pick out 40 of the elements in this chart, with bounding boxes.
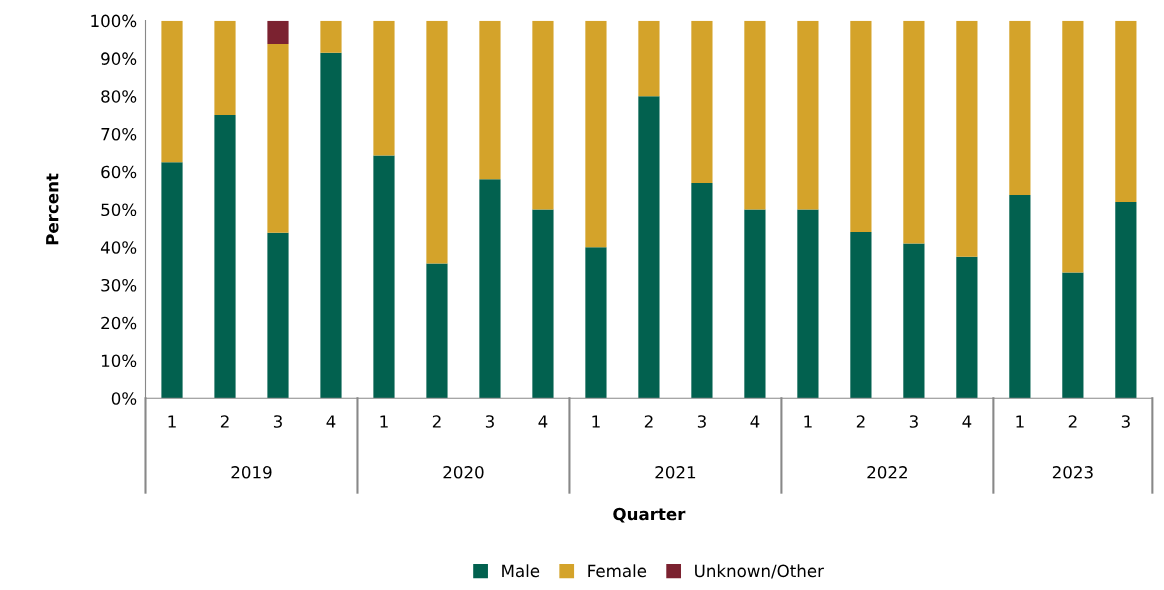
y-tick-label: 100%	[91, 14, 137, 28]
x-tick-label: 4	[538, 415, 548, 428]
x-tick-label: 4	[750, 415, 760, 428]
x-tick-label: 3	[1121, 415, 1130, 428]
legend-label: Male	[502, 564, 540, 578]
x-tick-label: 4	[326, 415, 336, 428]
legend-label: Female	[588, 564, 647, 578]
y-axis-title: Percent	[46, 173, 59, 245]
x-tick-label: 4	[962, 415, 972, 428]
text: 2020	[443, 466, 484, 479]
y-tick-label: 0%	[111, 392, 137, 405]
y-tick-label: 20%	[101, 316, 137, 330]
x-axis-title: Quarter	[613, 507, 686, 523]
x-tick-label: 3	[273, 415, 282, 428]
x-tick-label: 1	[804, 415, 812, 428]
y-tick-label: 70%	[101, 127, 137, 141]
text: 2022	[867, 466, 907, 479]
y-tick-label: 40%	[100, 241, 137, 254]
y-tick-label: 50%	[101, 203, 137, 217]
y-tick-label: 80%	[101, 90, 137, 103]
x-tick-label: 3	[909, 415, 918, 428]
x-tick-label: 2	[856, 415, 865, 428]
x-tick-label: 1	[168, 415, 176, 428]
x-tick-label: 2	[432, 415, 441, 428]
x-tick-label: 3	[697, 415, 706, 428]
x-tick-label: 1	[1016, 415, 1024, 428]
x-tick-label: 1	[592, 415, 600, 428]
y-tick-label: 60%	[101, 165, 137, 179]
y-tick-label: 90%	[101, 52, 137, 65]
x-tick-label: 2	[644, 415, 653, 428]
x-tick-label: 3	[485, 415, 494, 428]
text: 2021	[655, 466, 696, 479]
y-tick-label: 30%	[101, 278, 137, 292]
y-tick-label: 10%	[101, 354, 137, 368]
x-tick-label: 2	[1068, 415, 1077, 428]
legend-label: Unknown/Other	[695, 564, 824, 579]
text: 2019	[231, 466, 272, 479]
text: 2023	[1052, 466, 1093, 479]
x-tick-label: 2	[220, 415, 229, 428]
x-tick-label: 1	[380, 415, 388, 428]
